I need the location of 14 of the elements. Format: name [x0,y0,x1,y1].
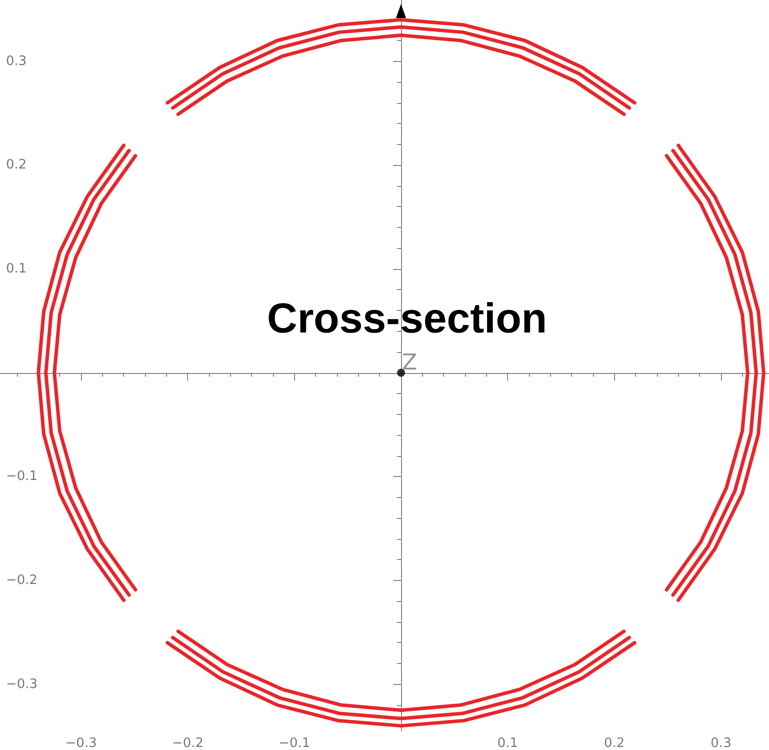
y-tick-label: 0.2 [6,158,27,173]
x-tick-label: −0.2 [172,736,204,750]
y-tick-label: −0.1 [6,469,38,484]
x-tick-label: 0.3 [710,736,732,750]
y-tick-label: −0.2 [6,572,38,588]
x-tick-label: 0.2 [604,736,625,750]
x-tick-label: −0.1 [278,736,310,750]
x-tick-label: 0.1 [497,736,518,750]
y-tick-label: 0.1 [6,261,27,276]
text: Cross-section [267,294,548,342]
y-tick-label: 0.3 [6,54,27,69]
y-tick-label: −0.3 [6,676,38,692]
x-tick-label: −0.3 [65,736,97,750]
annotation: Z [402,350,418,376]
